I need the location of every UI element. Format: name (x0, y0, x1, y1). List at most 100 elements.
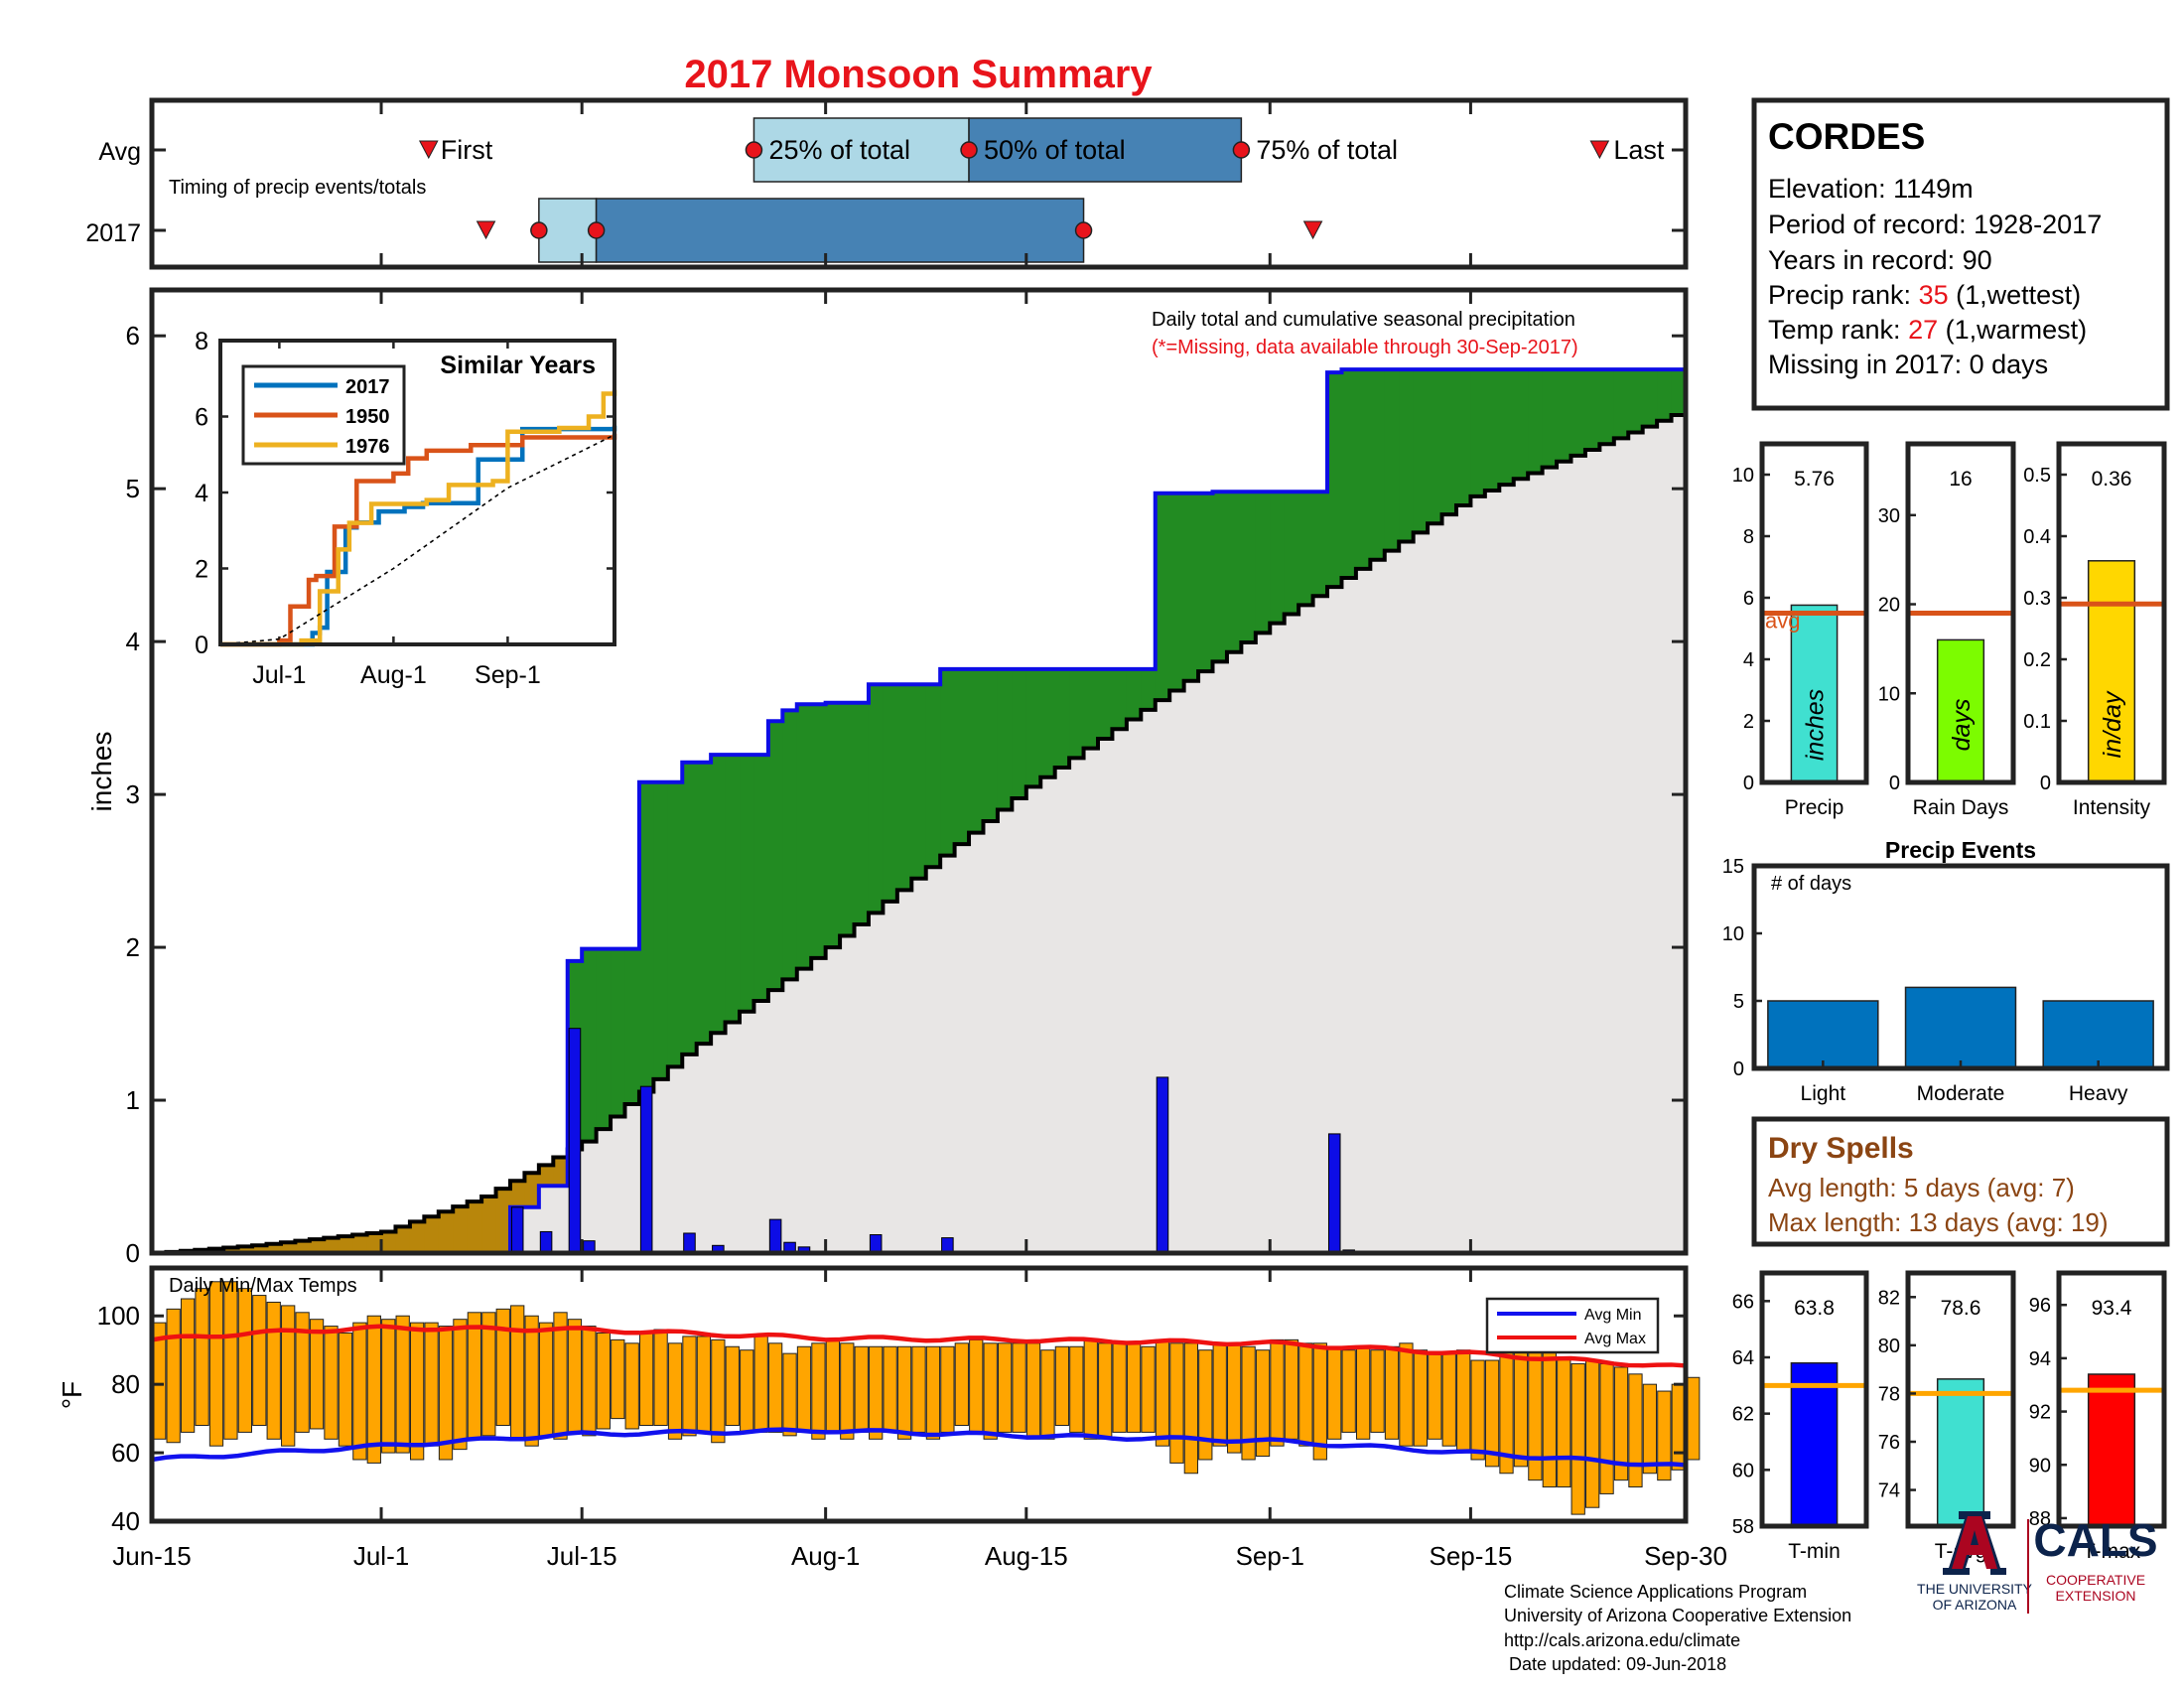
above-average-fill (911, 684, 927, 879)
temp-legend-box (1485, 1297, 1660, 1354)
temp-range-bar (1657, 1390, 1672, 1481)
tmax-y-tick-label: 88 (2029, 1508, 2051, 1530)
tmax-x-label: T-max (2083, 1540, 2141, 1563)
temp-range-bar (740, 1349, 754, 1433)
cals-wordmark: CALS (2033, 1514, 2157, 1566)
temp-range-bar (925, 1345, 941, 1440)
below-average-fill (366, 1232, 382, 1253)
temp-range-bar (1054, 1345, 1070, 1427)
above-average-fill (1270, 492, 1286, 624)
temp-range-bar (1284, 1338, 1299, 1440)
tavg-y-tick-label: 82 (1878, 1287, 1900, 1309)
tmax-value-label: 93.4 (2092, 1297, 2132, 1320)
inset-title: Similar Years (440, 352, 596, 379)
below-average-fill (438, 1211, 454, 1253)
tmin-value-label: 63.8 (1794, 1297, 1835, 1320)
dry-spells-frame (1751, 1116, 2170, 1247)
above-average-fill (1455, 369, 1472, 505)
tavg-y-tick-label: 80 (1878, 1336, 1900, 1357)
above-average-fill (1083, 668, 1099, 749)
tmin-y-tick-label: 62 (1732, 1404, 1754, 1426)
cumulative-plot-area: 0 1 2 3 4 5 6 Jun-15 Jul-1 Jul-15 Aug-1 Aug-15 Sep-1… (112, 100, 1727, 1571)
intensity-unit-label: in/day (2099, 690, 2126, 758)
below-average-fill (495, 1189, 511, 1253)
inset-y-tick-label: 0 (195, 632, 208, 659)
temp-range-bar (1686, 1376, 1701, 1461)
temp-range-bar (366, 1315, 381, 1464)
precip-y-tick-label: 8 (1743, 526, 1754, 548)
cumulative-chart-frame (149, 287, 1689, 1256)
avg-p25-marker (745, 141, 763, 159)
temp-range-bar (567, 1319, 583, 1433)
x-tick-label: Jul-15 (547, 1541, 617, 1571)
daily-precip-bar (1156, 1076, 1169, 1254)
y-tick-label: 5 (126, 474, 140, 503)
temp-range-bar (309, 1319, 325, 1430)
temp-range-bar (1470, 1359, 1485, 1461)
y2017-box-25-50 (538, 198, 598, 263)
inset-legend-label-2017: 2017 (345, 376, 390, 398)
temp-range-bar (1098, 1342, 1113, 1440)
above-average-fill (1226, 492, 1242, 652)
x-tick-label: Jul-1 (353, 1541, 409, 1571)
above-average-fill (1557, 369, 1572, 462)
below-average-fill (381, 1231, 397, 1253)
x-tick-label: Sep-1 (1236, 1541, 1304, 1571)
precip-y-tick-label: 10 (1732, 465, 1754, 487)
tmin-x-label: T-min (1788, 1540, 1841, 1563)
y-tick-label: 4 (126, 627, 140, 656)
above-average-fill (883, 684, 898, 902)
y2017-p75-marker (1074, 221, 1093, 239)
above-average-fill (811, 704, 827, 958)
precip-unit-label: inches (1802, 689, 1830, 761)
temp-range-bar (1570, 1362, 1585, 1515)
precip-value-label: 5.76 (1794, 468, 1835, 491)
temp-range-bar (223, 1281, 238, 1440)
precip-average-label: avg (1765, 609, 1800, 633)
timing-row-label-avg: Avg (98, 138, 141, 166)
temp-range-bar (796, 1345, 812, 1433)
above-average-fill (725, 755, 741, 1023)
temp-range-bar (896, 1345, 912, 1440)
temp-range-bar (596, 1332, 611, 1430)
avg-last-marker (1589, 140, 1610, 160)
temp-range-bar (1141, 1345, 1156, 1433)
temp-range-bar (1355, 1345, 1371, 1440)
tmin-y-tick-label: 58 (1732, 1516, 1754, 1538)
above-average-fill (1413, 369, 1429, 533)
precip-events-y-label: # of days (1771, 873, 1851, 895)
above-average-fill (840, 702, 856, 936)
above-average-fill (1613, 369, 1629, 439)
temp-rank-suffix: (1,warmest) (1938, 315, 2087, 345)
dry-spells-avg-length: Avg length: 5 days (avg: 7) (1768, 1173, 2075, 1202)
x-tick-label: Sep-30 (1644, 1541, 1727, 1571)
above-average-fill (1040, 668, 1056, 777)
above-average-fill (582, 948, 598, 1142)
precip-panel-frame (1759, 441, 1869, 785)
below-average-fill (237, 1246, 253, 1253)
above-average-fill (1570, 369, 1586, 456)
above-average-fill (925, 684, 941, 868)
above-average-fill (740, 755, 755, 1012)
daily-precip-bar (539, 1230, 553, 1254)
temp-range-bar (1456, 1349, 1471, 1454)
y2017-first-marker (476, 220, 496, 240)
temp-range-bar (1341, 1349, 1356, 1433)
inset-legend-label-1950: 1950 (345, 406, 390, 428)
precip-summary-panels: avg 5.76 0 2 4 6 8 10 Precip inches 16 0 10 20 30 Rain … (1732, 441, 2167, 819)
above-average-fill (1657, 369, 1673, 421)
below-average-fill (409, 1221, 425, 1253)
tavg-bar (1936, 1378, 1985, 1527)
above-average-fill (638, 781, 654, 1092)
intensity-y-tick-label: 0 (2040, 773, 2051, 794)
inset-legend-label-1976: 1976 (345, 436, 390, 458)
temp-range-bar (1212, 1342, 1227, 1447)
temp-range-bar (538, 1322, 554, 1437)
below-average-fill (538, 1165, 554, 1187)
temp-range-bar (911, 1345, 926, 1433)
above-average-fill (1183, 492, 1199, 681)
temp-range-bar (753, 1336, 768, 1433)
temp-range-bar (1399, 1342, 1414, 1447)
above-average-fill (667, 781, 683, 1067)
above-average-fill (997, 668, 1013, 810)
